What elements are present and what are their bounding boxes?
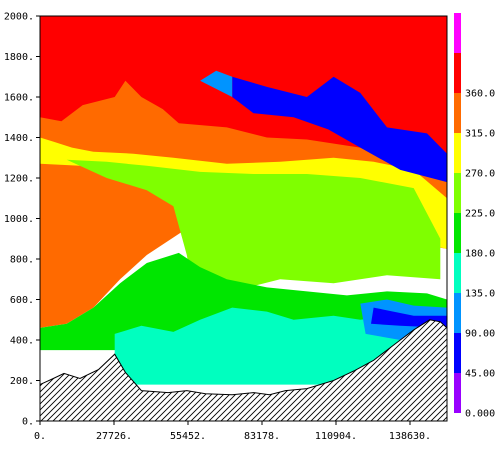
contour-band-lime — [66, 159, 441, 300]
colorbar-label: 360.0 — [465, 89, 495, 100]
colorbar-label: 270.0 — [465, 169, 495, 180]
x-tick-label: 83178. — [244, 431, 280, 442]
colorbar-swatch — [454, 53, 461, 93]
y-tick-label: 2000. — [4, 12, 34, 23]
colorbar-label: 90.00 — [465, 329, 495, 340]
colorbar-swatch — [454, 13, 461, 53]
y-tick-label: 0. — [22, 417, 34, 428]
y-tick-label: 1000. — [4, 214, 34, 225]
y-tick-label: 1400. — [4, 133, 34, 144]
y-tick-label: 600. — [10, 295, 34, 306]
colorbar-swatch — [454, 253, 461, 293]
colorbar-label: 315.0 — [465, 129, 495, 140]
colorbar-label: 0.000 — [465, 409, 495, 420]
colorbar-swatch — [454, 213, 461, 253]
y-tick-label: 1600. — [4, 93, 34, 104]
colorbar-label: 45.00 — [465, 369, 495, 380]
colorbar-swatch — [454, 293, 461, 333]
y-tick-label: 1800. — [4, 52, 34, 63]
colorbar-swatch — [454, 173, 461, 213]
colorbar-label: 180.0 — [465, 249, 495, 260]
colorbar-swatch — [454, 93, 461, 133]
y-tick-label: 400. — [10, 336, 34, 347]
colorbar-swatch — [454, 333, 461, 373]
colorbar-swatch — [454, 373, 461, 413]
x-tick-label: 138630. — [389, 431, 431, 442]
terrain-hatch — [40, 319, 447, 421]
y-tick-label: 800. — [10, 255, 34, 266]
contour-band-blue-upper — [232, 76, 447, 183]
x-tick-label: 0. — [34, 431, 46, 442]
x-axis: 0. 27726. 55452. 83178. 110904. 138630. — [34, 421, 431, 442]
colorbar: 360.0 315.0 270.0 225.0 180.0 135.0 90.00 45.00… — [454, 13, 495, 420]
x-tick-label: 55452. — [170, 431, 206, 442]
y-tick-label: 200. — [10, 376, 34, 387]
x-tick-label: 27726. — [96, 431, 132, 442]
y-tick-label: 1200. — [4, 174, 34, 185]
colorbar-label: 225.0 — [465, 209, 495, 220]
x-tick-label: 110904. — [315, 431, 357, 442]
contour-band-cyan-upper — [200, 70, 233, 97]
plot-area — [40, 16, 447, 421]
colorbar-swatch — [454, 133, 461, 173]
colorbar-label: 135.0 — [465, 289, 495, 300]
y-axis: 0. 200. 400. 600. 800. 1000. 1200. 1400. 1600. 18… — [4, 12, 40, 428]
